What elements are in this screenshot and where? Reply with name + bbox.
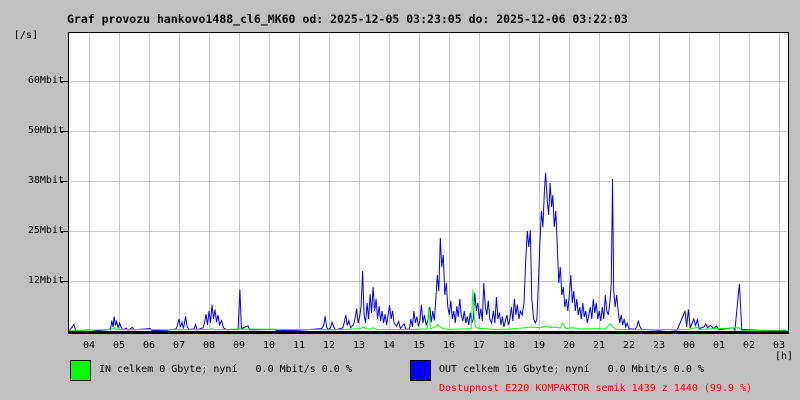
x-tick-label: 15 [412,340,426,351]
y-tick-mark [61,131,68,132]
plot-background [69,33,788,332]
x-tick-label: 02 [742,340,756,351]
x-tick-label: 05 [112,340,126,351]
series-out-line [69,172,788,332]
x-tick-label: 21 [592,340,606,351]
legend-in-label: IN celkem 0 Gbyte; nyní 0.0 Mbit/s 0.0 % [99,364,352,375]
x-tick-label: 17 [472,340,486,351]
y-tick-label: 12Mbit [27,275,64,286]
y-tick-label: 25Mbit [27,225,64,236]
x-tick-label: 22 [622,340,636,351]
x-tick-label: 19 [532,340,546,351]
legend-out-swatch [410,360,431,381]
y-tick-mark [61,81,68,82]
x-tick-label: 03 [772,340,786,351]
x-tick-label: 08 [202,340,216,351]
y-axis-unit-label: [/s] [13,30,38,41]
x-tick-label: 10 [262,340,276,351]
x-tick-label: 13 [352,340,366,351]
legend-out-label: OUT celkem 16 Gbyte; nyní 0.0 Mbit/s 0.0… [439,364,704,375]
x-tick-label: 23 [652,340,666,351]
y-tick-label: 50Mbit [27,125,64,136]
graph-title: Graf provozu hankovo1488_cl6_MK60 od: 20… [67,12,628,26]
x-axis-unit-label: [h] [774,351,794,362]
x-tick-label: 11 [292,340,306,351]
plot-svg [68,32,789,334]
legend-in-swatch [70,360,91,381]
x-tick-label: 18 [502,340,516,351]
x-tick-label: 01 [712,340,726,351]
x-tick-label: 07 [172,340,186,351]
x-tick-label: 20 [562,340,576,351]
y-tick-mark [61,281,68,282]
x-tick-label: 09 [232,340,246,351]
y-tick-mark [61,181,68,182]
x-tick-label: 06 [142,340,156,351]
x-tick-label: 00 [682,340,696,351]
x-tick-label: 16 [442,340,456,351]
x-tick-label: 04 [82,340,96,351]
plot-border [68,32,789,333]
series-in-line [69,289,788,332]
availability-text: Dostupnost E220 KOMPAKTOR semik 1439 z 1… [439,383,753,394]
y-tick-mark [61,231,68,232]
y-tick-label: 38Mbit [27,175,64,186]
x-tick-label: 12 [322,340,336,351]
x-tick-label: 14 [382,340,396,351]
y-tick-label: 60Mbit [27,75,64,86]
